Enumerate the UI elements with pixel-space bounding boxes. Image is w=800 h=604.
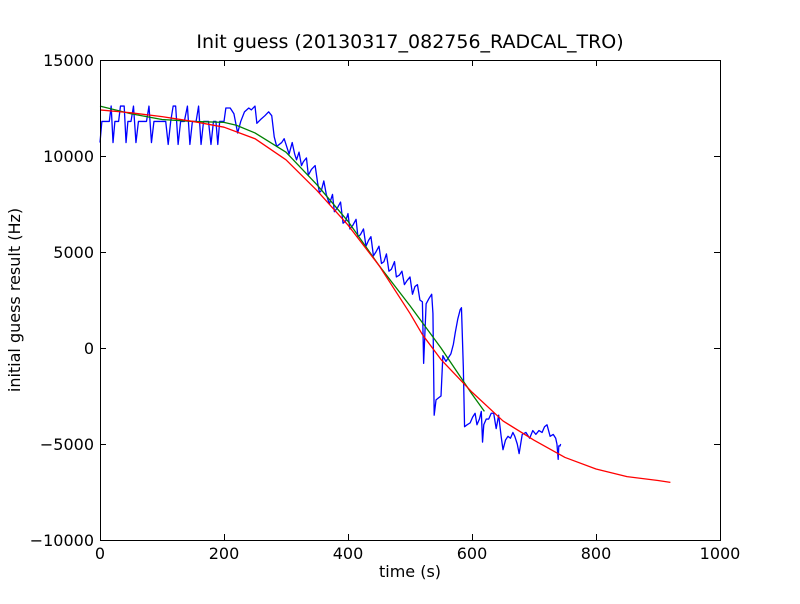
x-tick-label: 800	[581, 544, 612, 563]
fit-series-line	[99, 105, 485, 412]
y-tick-label: 5000	[53, 243, 94, 262]
ticks-layer: 0 200 400 600 800 1000 −10000 −5000 0 5000 10000 15…	[30, 51, 741, 563]
x-tick-label: 200	[209, 544, 240, 563]
y-tick-label: 0	[84, 339, 94, 358]
y-tick-label: −5000	[40, 435, 94, 454]
series-layer	[99, 105, 671, 484]
x-tick-label: 1000	[700, 544, 741, 563]
y-axis-label: initial guess result (Hz)	[5, 208, 24, 392]
x-tick-label: 0	[95, 544, 105, 563]
chart-title: Init guess (20130317_082756_RADCAL_TRO)	[196, 31, 623, 53]
y-tick-label: 10000	[43, 147, 94, 166]
x-axis-label: time (s)	[379, 562, 441, 581]
x-tick-label: 400	[333, 544, 364, 563]
model-series-line	[99, 109, 671, 484]
y-tick-label: 15000	[43, 51, 94, 70]
y-tick-label: −10000	[30, 531, 94, 550]
plot-frame	[100, 60, 721, 541]
x-tick-label: 600	[457, 544, 488, 563]
measured-series-line	[99, 105, 562, 461]
plot-area	[100, 60, 720, 540]
